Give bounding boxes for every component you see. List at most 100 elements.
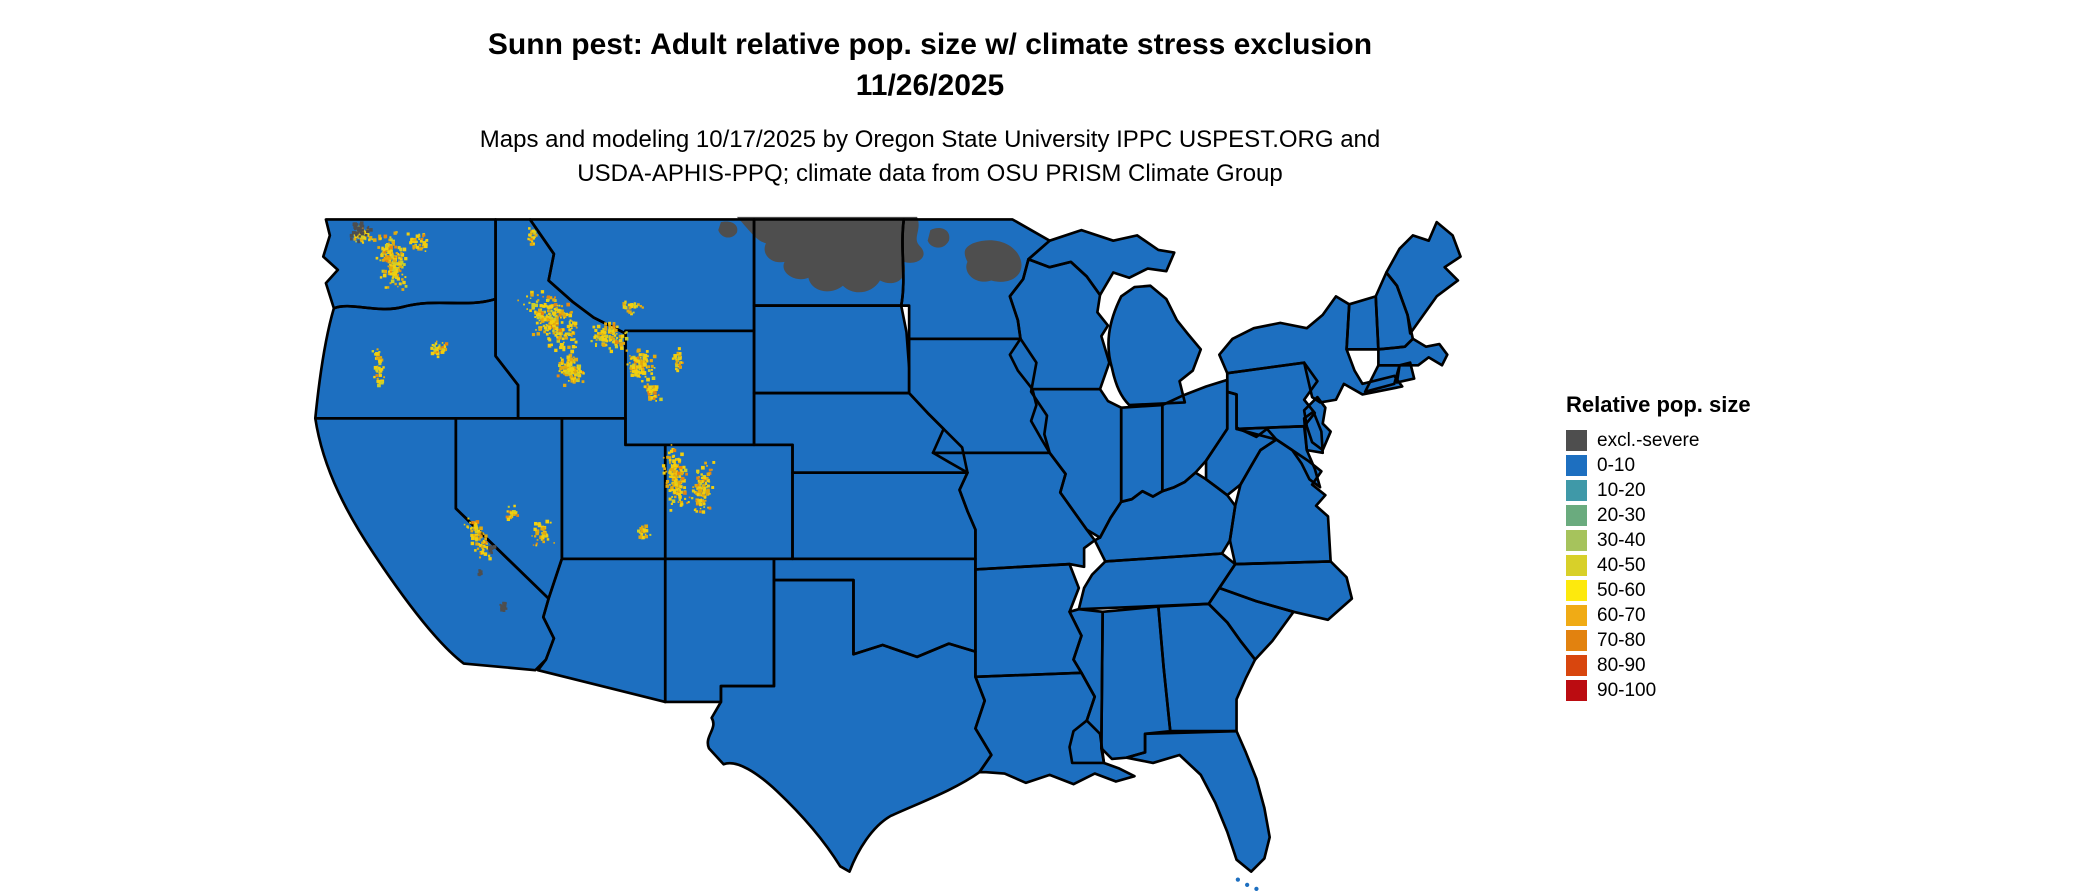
legend-item: 40-50 <box>1566 555 1751 576</box>
state-wisconsin <box>1009 259 1110 390</box>
state-california <box>315 418 554 671</box>
legend-label: 50-60 <box>1597 580 1646 601</box>
state-border-michigan-lower <box>1107 284 1203 407</box>
legend-swatch <box>1566 580 1587 601</box>
exclusion-region <box>736 216 924 293</box>
legend-swatch <box>1566 655 1587 676</box>
state-border-new-york <box>1217 295 1404 404</box>
legend-label: 80-90 <box>1597 655 1646 676</box>
legend-label: 90-100 <box>1597 680 1657 701</box>
state-border-maine <box>1385 220 1462 335</box>
state-border-north-carolina <box>1217 560 1354 622</box>
legend-item: excl.-severe <box>1566 430 1751 451</box>
state-border-mississippi <box>1068 607 1106 765</box>
exclusion-region <box>927 228 950 248</box>
legend-label: 0-10 <box>1597 455 1636 476</box>
state-border-connecticut <box>1363 363 1401 394</box>
state-missouri <box>933 452 1095 570</box>
state-border-texas <box>706 578 993 873</box>
state-south-dakota <box>754 305 910 394</box>
exclusion-severe-layer <box>718 216 1022 293</box>
title-line-1: Sunn pest: Adult relative pop. size w/ c… <box>487 28 1373 61</box>
legend-item: 30-40 <box>1566 530 1751 551</box>
legend-item: 90-100 <box>1566 680 1751 701</box>
legend-label: 60-70 <box>1597 605 1646 626</box>
legend: Relative pop. size excl.-severe 0-10 10-20… <box>1566 392 1751 705</box>
legend-item: 0-10 <box>1566 455 1751 476</box>
state-border-louisiana <box>974 671 1136 786</box>
page-title: Sunn pest: Adult relative pop. size w/ c… <box>0 24 1860 107</box>
legend-item: 20-30 <box>1566 505 1751 526</box>
legend-items: excl.-severe 0-10 10-20 20-30 30-40 40-50 50-6… <box>1566 430 1751 701</box>
state-idaho <box>495 219 626 419</box>
state-pennsylvania <box>1227 362 1318 429</box>
state-border-pennsylvania <box>1225 361 1319 431</box>
legend-item: 80-90 <box>1566 655 1751 676</box>
legend-swatch <box>1566 480 1587 501</box>
legend-item: 10-20 <box>1566 480 1751 501</box>
legend-swatch <box>1566 630 1587 651</box>
state-borders <box>313 218 1462 873</box>
state-iowa <box>909 338 1050 453</box>
state-nebraska <box>754 393 968 473</box>
legend-label: 40-50 <box>1597 555 1646 576</box>
legend-label: excl.-severe <box>1597 430 1700 451</box>
legend-swatch <box>1566 530 1587 551</box>
state-florida <box>1126 731 1270 872</box>
legend-swatch <box>1566 505 1587 526</box>
exclusion-region <box>718 221 738 238</box>
legend-label: 30-40 <box>1597 530 1646 551</box>
legend-swatch <box>1566 680 1587 701</box>
state-border-rhode-island <box>1395 361 1416 384</box>
legend-swatch <box>1566 455 1587 476</box>
state-massachusetts <box>1378 338 1448 366</box>
florida-keys-dot <box>1254 886 1259 891</box>
legend-swatch <box>1566 555 1587 576</box>
state-north-carolina <box>1219 561 1352 620</box>
state-montana <box>530 219 755 334</box>
header: Sunn pest: Adult relative pop. size w/ c… <box>0 24 1860 191</box>
legend-swatch <box>1566 430 1587 451</box>
state-nevada <box>455 418 562 599</box>
hotspot-speckles <box>349 221 716 612</box>
state-georgia <box>1158 603 1256 732</box>
state-border-new-jersey <box>1302 395 1332 452</box>
state-tennessee <box>1078 553 1236 610</box>
state-rhode-island <box>1396 362 1415 383</box>
state-ohio <box>1162 379 1228 492</box>
state-border-delaware <box>1302 410 1325 455</box>
state-wyoming <box>625 330 755 445</box>
legend-label: 20-30 <box>1597 505 1646 526</box>
state-indiana <box>1121 405 1163 502</box>
state-west-virginia <box>1206 391 1277 496</box>
state-kentucky <box>1094 472 1236 562</box>
legend-swatch <box>1566 605 1587 626</box>
page-subtitle: Maps and modeling 10/17/2025 by Oregon S… <box>0 123 1860 191</box>
legend-label: 70-80 <box>1597 630 1646 651</box>
florida-keys-dot <box>1245 882 1250 888</box>
state-arkansas <box>975 564 1082 677</box>
state-texas <box>707 580 992 872</box>
state-oklahoma <box>773 558 976 657</box>
subtitle-line-1: Maps and modeling 10/17/2025 by Oregon S… <box>479 125 1381 153</box>
state-vermont <box>1346 296 1379 350</box>
legend-item: 60-70 <box>1566 605 1751 626</box>
title-date: 11/26/2025 <box>855 69 1005 103</box>
state-border-illinois <box>1029 387 1123 539</box>
state-alabama <box>1101 606 1171 759</box>
legend-item: 50-60 <box>1566 580 1751 601</box>
state-kansas <box>792 472 976 559</box>
state-arizona <box>537 558 666 702</box>
us-map <box>313 216 1462 891</box>
state-washington <box>323 219 496 310</box>
florida-keys-dot <box>1235 877 1240 882</box>
state-maryland <box>1236 426 1321 488</box>
state-oregon <box>315 299 519 419</box>
state-new-hampshire <box>1375 272 1413 350</box>
state-border-oregon <box>313 297 520 420</box>
state-new-mexico <box>665 558 774 702</box>
legend-label: 10-20 <box>1597 480 1646 501</box>
state-illinois <box>1031 389 1122 538</box>
legend-item: 70-80 <box>1566 630 1751 651</box>
